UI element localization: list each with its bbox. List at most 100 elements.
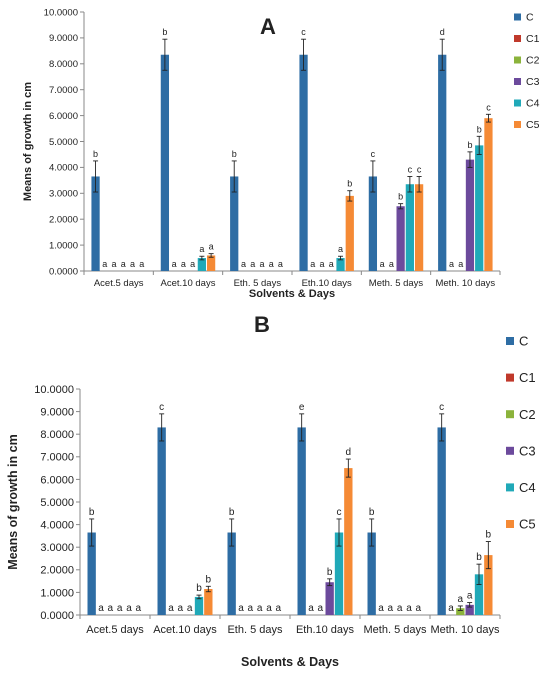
legend-label-c5: C5 (519, 517, 536, 532)
y-tick-label: 2.0000 (49, 215, 78, 226)
y-tick-label: 6.0000 (40, 474, 74, 486)
significance-label: a (397, 603, 403, 614)
y-tick-label: 0.0000 (49, 266, 78, 277)
significance-label: a (378, 603, 384, 614)
significance-label: c (417, 164, 422, 174)
bar-c (299, 54, 308, 271)
significance-label: a (266, 603, 272, 614)
y-tick-label: 6.0000 (49, 111, 78, 122)
y-tick-label: 4.0000 (49, 163, 78, 174)
significance-label: b (196, 583, 202, 594)
significance-label: a (126, 603, 132, 614)
legend-label-c: C (526, 12, 534, 24)
significance-label: b (206, 574, 212, 585)
significance-label: b (477, 124, 482, 134)
legend-swatch-c5 (506, 520, 514, 528)
x-tick-label: Acet.5 days (94, 278, 144, 289)
y-tick-label: 3.0000 (40, 542, 74, 554)
significance-label: a (380, 259, 385, 269)
x-axis-title: Solvents & Days (249, 288, 335, 300)
significance-label: c (408, 164, 413, 174)
significance-label: a (238, 603, 244, 614)
significance-label: c (301, 27, 306, 37)
y-tick-label: 7.0000 (49, 85, 78, 96)
x-tick-label: Acet.10 days (153, 624, 217, 636)
legend-swatch-c1 (506, 373, 514, 382)
bar-c3 (325, 582, 334, 615)
x-tick-label: Eth.10 days (296, 624, 355, 636)
y-tick-label: 8.0000 (40, 429, 74, 441)
legend-label-c1: C1 (526, 33, 540, 45)
significance-label: a (388, 603, 394, 614)
bar-c4 (405, 184, 414, 271)
significance-label: b (398, 192, 403, 202)
x-tick-label: Meth. 5 days (369, 278, 424, 289)
significance-label: a (136, 603, 142, 614)
significance-label: c (159, 402, 164, 413)
legend-label-c4: C4 (526, 98, 540, 110)
legend-swatch-c1 (514, 35, 521, 42)
bar-c4 (475, 145, 484, 271)
bar-c (87, 532, 96, 615)
significance-label: a (308, 603, 314, 614)
significance-label: a (187, 603, 193, 614)
bar-c3 (465, 604, 474, 615)
bar-c4 (334, 532, 344, 615)
y-tick-label: 9.0000 (40, 406, 74, 418)
chart-b: B 0.0000 1.0000 2.0000 3.0000 4.0000 5.0000 6.0… (6, 312, 536, 669)
x-tick-label: Meth. 10 days (430, 624, 500, 636)
significance-label: a (389, 259, 394, 269)
significance-label: b (347, 179, 352, 189)
y-tick-label: 4.0000 (40, 519, 74, 531)
bar-c (230, 176, 239, 271)
significance-label: c (486, 102, 491, 112)
y-tick-label: 9.0000 (49, 33, 78, 44)
significance-label: a (130, 259, 135, 269)
chart-title: A (260, 14, 276, 39)
significance-label: d (346, 447, 352, 458)
significance-label: a (108, 603, 114, 614)
chart-a: A 0.0000 1.0000 2.0000 3.0000 4.0000 5.0000 6.0… (22, 7, 540, 300)
bar-c (438, 54, 447, 271)
significance-label: a (112, 259, 117, 269)
legend-swatch-c4 (514, 99, 521, 107)
y-tick-label: 10.0000 (34, 384, 74, 396)
x-tick-label: Acet.5 days (86, 624, 144, 636)
legend-label-c1: C1 (519, 370, 536, 385)
significance-label: a (98, 603, 104, 614)
significance-label: a (448, 603, 454, 614)
significance-label: b (476, 552, 482, 563)
x-tick-label: Acet.10 days (161, 278, 216, 289)
bar-c4 (474, 574, 484, 615)
significance-label: d (440, 27, 445, 37)
significance-label: a (458, 259, 463, 269)
y-tick-label: 5.0000 (49, 137, 78, 148)
y-tick-label: 10.0000 (44, 7, 78, 18)
significance-label: a (269, 259, 274, 269)
significance-label: c (337, 507, 342, 518)
significance-label: c (371, 149, 376, 159)
y-tick-label: 7.0000 (40, 452, 74, 464)
bar-c4 (336, 258, 345, 271)
x-tick-label: Eth.10 days (302, 278, 352, 289)
y-tick-label: 5.0000 (40, 497, 74, 509)
significance-label: a (259, 259, 264, 269)
bar-c4 (194, 596, 204, 615)
significance-label: a (278, 259, 283, 269)
significance-label: a (190, 259, 195, 269)
x-tick-label: Eth. 5 days (234, 278, 282, 289)
bar-c5 (204, 589, 213, 615)
significance-label: a (257, 603, 263, 614)
significance-label: a (310, 259, 315, 269)
legend-swatch-c4 (506, 483, 514, 492)
legend-swatch-c (514, 13, 521, 21)
bar-c (367, 532, 376, 615)
y-tick-label: 1.0000 (49, 240, 78, 251)
legend-label-c5: C5 (526, 119, 540, 131)
significance-label: b (93, 149, 98, 159)
significance-label: b (162, 27, 167, 37)
y-axis-title: Means of growth in cm (22, 82, 34, 201)
bar-c (297, 427, 306, 615)
legend-label-c3: C3 (526, 76, 540, 88)
significance-label: a (467, 591, 473, 602)
